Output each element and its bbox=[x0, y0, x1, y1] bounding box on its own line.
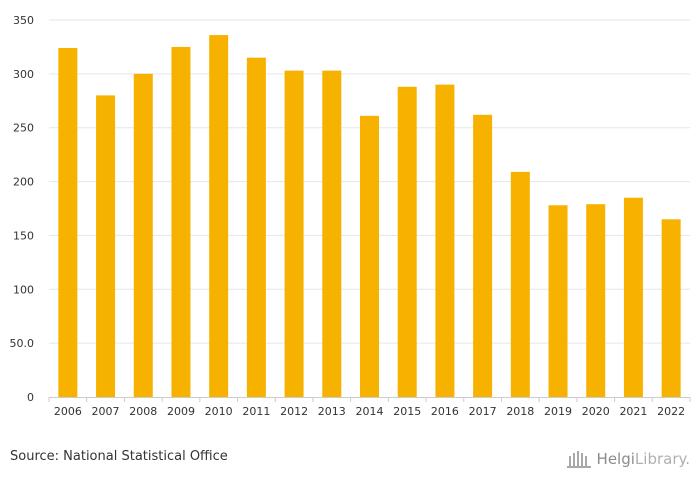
bar-2016 bbox=[435, 84, 455, 397]
bar-2010 bbox=[209, 35, 229, 397]
x-tick-label: 2011 bbox=[242, 405, 270, 418]
y-tick-label: 50.0 bbox=[10, 337, 35, 350]
x-tick-label: 2020 bbox=[582, 405, 610, 418]
x-tick-label: 2018 bbox=[506, 405, 534, 418]
bar-2018 bbox=[510, 171, 530, 397]
x-tick-label: 2014 bbox=[356, 405, 384, 418]
source-note: Source: National Statistical Office bbox=[10, 449, 228, 464]
bar-2012 bbox=[284, 70, 304, 397]
y-tick-label: 100 bbox=[13, 283, 34, 296]
bars bbox=[58, 35, 681, 398]
y-tick-label: 0 bbox=[27, 391, 34, 404]
logo-text-sub: Library. bbox=[634, 450, 690, 468]
helgi-library-logo: Helgi Library. bbox=[566, 446, 690, 472]
x-axis bbox=[48, 397, 691, 402]
bar-2013 bbox=[322, 70, 342, 397]
bar-2009 bbox=[171, 46, 191, 398]
x-axis-ticks: 2006 2007 2008 2009 2010 2011 2012 2013 2014 2015… bbox=[54, 405, 685, 418]
x-tick-label: 2013 bbox=[318, 405, 346, 418]
y-tick-label: 200 bbox=[13, 176, 34, 189]
x-tick-label: 2012 bbox=[280, 405, 308, 418]
bar-2021 bbox=[623, 197, 643, 397]
x-tick-label: 2015 bbox=[393, 405, 421, 418]
bar-2020 bbox=[586, 204, 606, 397]
x-tick-label: 2009 bbox=[167, 405, 195, 418]
bar-2006 bbox=[58, 48, 78, 398]
bar-2007 bbox=[96, 95, 116, 398]
bar-2019 bbox=[548, 205, 568, 397]
x-tick-label: 2022 bbox=[657, 405, 685, 418]
y-axis-ticks: 0 50.0 100 150 200 250 300 350 bbox=[10, 14, 35, 404]
x-tick-label: 2017 bbox=[469, 405, 497, 418]
bar-2011 bbox=[246, 57, 266, 397]
y-tick-label: 250 bbox=[13, 122, 34, 135]
y-tick-label: 300 bbox=[13, 68, 34, 81]
y-tick-label: 350 bbox=[13, 14, 34, 27]
x-tick-label: 2019 bbox=[544, 405, 572, 418]
x-tick-label: 2007 bbox=[92, 405, 120, 418]
x-tick-label: 2010 bbox=[205, 405, 233, 418]
x-tick-label: 2016 bbox=[431, 405, 459, 418]
x-tick-label: 2006 bbox=[54, 405, 82, 418]
bar-2008 bbox=[133, 73, 153, 397]
bar-2022 bbox=[661, 219, 681, 397]
bar-chart: 0 50.0 100 150 200 250 300 350 2006 2007 2008 2009… bbox=[10, 14, 691, 418]
x-tick-label: 2021 bbox=[619, 405, 647, 418]
bar-2014 bbox=[360, 115, 379, 397]
logo-text-main: Helgi bbox=[596, 450, 635, 468]
library-building-icon bbox=[566, 451, 591, 468]
x-tick-label: 2008 bbox=[129, 405, 157, 418]
bar-2015 bbox=[397, 86, 417, 397]
y-tick-label: 150 bbox=[13, 229, 34, 242]
bar-2017 bbox=[473, 114, 493, 397]
